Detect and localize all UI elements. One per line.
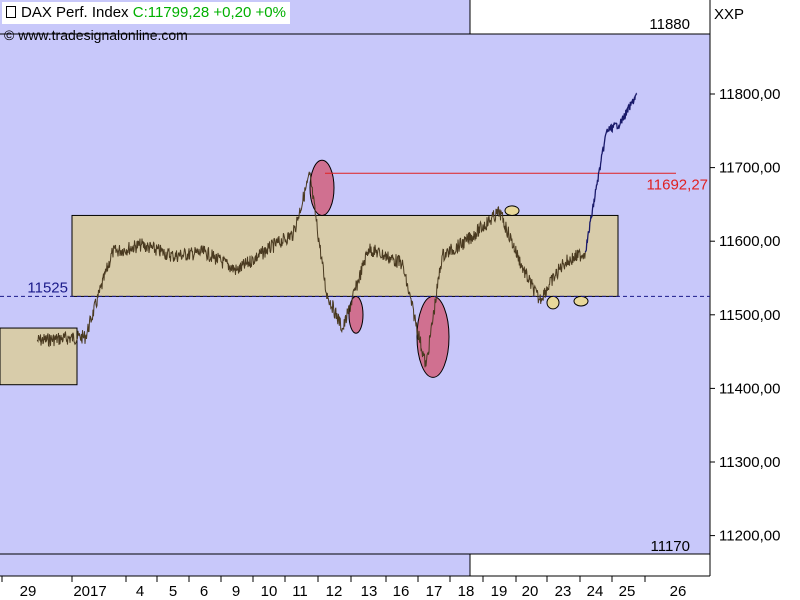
- y-tick-label: 11300,00: [719, 454, 780, 471]
- x-tick-label: 4: [136, 583, 144, 600]
- axis-symbol: XXP: [714, 6, 744, 23]
- highlight-ellipse: [348, 295, 364, 334]
- support-label: 11525: [27, 279, 68, 296]
- y-tick-label: 11800,00: [719, 86, 780, 103]
- price-series: [36, 92, 638, 368]
- x-tick-label: 23: [555, 583, 572, 600]
- x-tick-label: 20: [522, 583, 539, 600]
- x-tick-label: 19: [491, 583, 508, 600]
- x-tick-label: 10: [261, 583, 278, 600]
- x-tick-label: 2017: [73, 583, 106, 600]
- highlight-ellipse: [573, 295, 589, 307]
- x-tick-label: 18: [458, 583, 475, 600]
- y-tick-label: 11500,00: [719, 307, 780, 324]
- copyright-notice: © www.tradesignalonline.com: [4, 27, 188, 43]
- x-tick-label: 26: [670, 583, 687, 600]
- top-value-label: 11880: [649, 16, 690, 33]
- resistance-label: 11692,27: [647, 176, 708, 193]
- y-tick-label: 11400,00: [719, 380, 780, 397]
- range-boxes: [0, 214, 619, 386]
- instrument-info: DAX Perf. Index C:11799,28 +0,20 +0%: [2, 2, 290, 24]
- y-tick-label: 11200,00: [719, 528, 780, 545]
- x-tick-label: 24: [587, 583, 604, 600]
- x-tick-label: 11: [292, 583, 308, 600]
- bottom-band-shade: [0, 554, 470, 576]
- level-lines: 11525 11692,27: [0, 172, 710, 297]
- range-box: [71, 214, 619, 297]
- x-tick-label: 13: [361, 583, 378, 600]
- highlight-ellipse: [309, 159, 335, 216]
- instrument-icon: [6, 6, 16, 18]
- x-tick-label: 6: [200, 583, 208, 600]
- price-line-recent: [584, 92, 638, 253]
- x-tick-label: 5: [169, 583, 177, 600]
- y-axis-ticks: 11200,00 11300,00 11400,00 11500,00 11600,00…: [710, 86, 780, 545]
- y-tick-label: 11600,00: [719, 233, 780, 250]
- highlight-ellipse: [416, 295, 450, 378]
- x-tick-label: 29: [20, 583, 37, 600]
- y-tick-label: 11700,00: [719, 160, 780, 177]
- x-axis-ticks: 29 2017 4 5 6 9 10 11 12 13 16 17 18 19 20 23 24 25 26: [1, 576, 687, 600]
- highlight-ellipse: [546, 295, 560, 310]
- x-tick-label: 12: [326, 583, 343, 600]
- instrument-title: DAX Perf. Index: [21, 4, 129, 21]
- close-quote: C:11799,28 +0,20 +0%: [132, 4, 286, 21]
- x-tick-label: 17: [426, 583, 443, 600]
- bottom-value-label: 11170: [651, 538, 691, 555]
- x-tick-label: 9: [232, 583, 240, 600]
- price-line: [36, 171, 586, 368]
- x-tick-label: 25: [619, 583, 636, 600]
- highlight-ellipse: [504, 205, 520, 216]
- x-tick-label: 16: [393, 583, 410, 600]
